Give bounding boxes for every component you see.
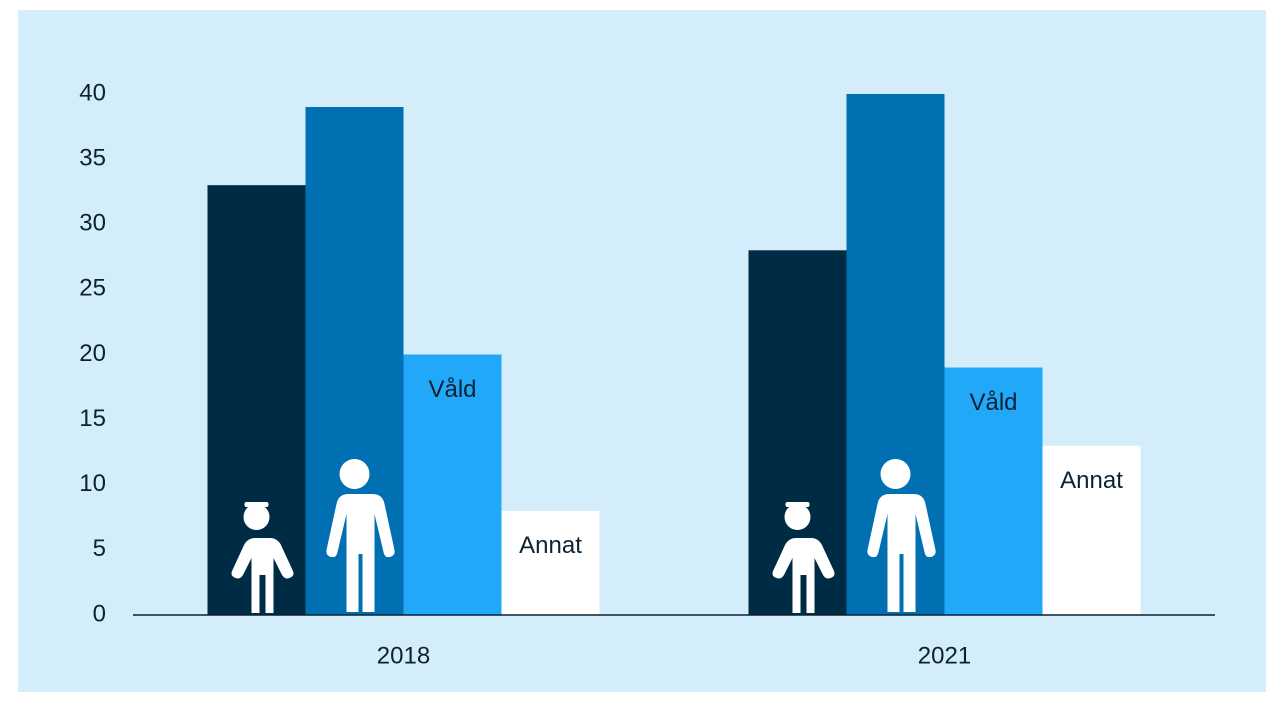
x-tick-label: 2021 (918, 642, 971, 669)
bar (1042, 445, 1141, 615)
y-tick-label: 0 (93, 600, 106, 627)
adult-icon (867, 459, 936, 612)
x-tick-label: 2018 (377, 642, 430, 669)
child-icon (772, 502, 835, 613)
bar-label: Annat (1060, 467, 1123, 494)
y-tick-label: 10 (79, 470, 106, 497)
child-icon (231, 502, 294, 613)
bar-label: Våld (428, 376, 476, 403)
y-tick-label: 25 (79, 275, 106, 302)
bar (944, 367, 1043, 615)
adult-icon (326, 459, 395, 612)
bar-label: Annat (519, 532, 582, 559)
y-tick-label: 5 (93, 535, 106, 562)
y-tick-label: 15 (79, 405, 106, 432)
y-tick-label: 35 (79, 144, 106, 171)
y-tick-label: 20 (79, 340, 106, 367)
y-tick-label: 40 (79, 79, 106, 106)
bar (501, 510, 600, 615)
bar (403, 354, 502, 615)
bar-label: Våld (969, 389, 1017, 416)
y-tick-label: 30 (79, 210, 106, 237)
